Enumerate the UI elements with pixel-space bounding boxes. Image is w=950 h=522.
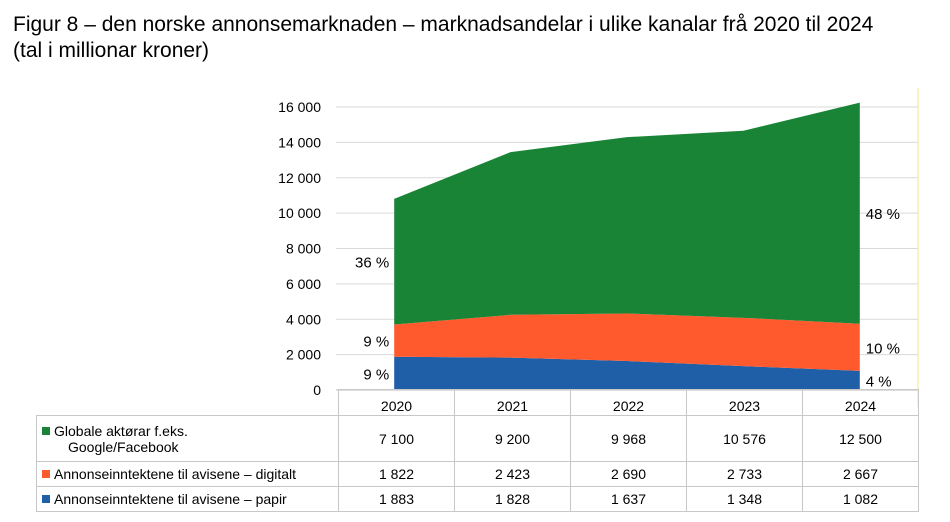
share-annotation: 48 % [866,206,900,223]
table-cell: 2 733 [686,461,803,487]
row-label: Annonseinntektene til avisene – papir [36,486,339,512]
row-label-text: Annonseinntektene til avisene – papir [54,491,287,507]
year-header: 2020 [338,389,455,416]
row-label-text: Annonseinntektene til avisene – digitalt [54,466,297,482]
table-cell: 1 637 [570,486,687,512]
area-series [394,313,860,371]
table-cell: 9 200 [454,415,571,462]
share-annotation: 9 % [363,366,389,383]
table-cell: 7 100 [338,415,455,462]
row-label: Globale aktørar f.eks. Google/Facebook [36,415,339,462]
year-header: 2022 [570,389,687,416]
y-tick-label: 12 000 [278,170,321,186]
year-header: 2024 [802,389,919,416]
table-row-digital: Annonseinntektene til avisene – digitalt… [36,461,919,487]
y-tick-label: 2 000 [286,347,321,363]
table-cell: 2 667 [802,461,919,487]
table-cell: 2 423 [454,461,571,487]
table-cell: 1 883 [338,486,455,512]
y-tick-label: 16 000 [278,99,321,115]
y-tick-label: 10 000 [278,205,321,221]
legend-swatch-digital [42,470,50,478]
row-label-line-1: Globale aktørar f.eks. [54,422,188,439]
table-cell: 1 828 [454,486,571,512]
table-cell: 12 500 [802,415,919,462]
y-tick-label: 14 000 [278,134,321,150]
share-annotation: 36 % [355,255,389,272]
legend-swatch-global [42,426,50,435]
y-tick-label: 8 000 [286,241,321,257]
area-series [394,356,860,390]
year-header: 2021 [454,389,571,416]
share-annotation: 9 % [363,334,389,351]
table-cell: 2 690 [570,461,687,487]
chart-title: Figur 8 – den norske annonsemarknaden – … [13,12,873,64]
year-header-row: 2020 2021 2022 2023 2024 [36,389,919,416]
y-tick-label: 4 000 [286,311,321,327]
legend-swatch-print [42,495,50,503]
share-annotation: 10 % [866,340,900,357]
year-header: 2023 [686,389,803,416]
table-cell: 9 968 [570,415,687,462]
row-label: Annonseinntektene til avisene – digitalt [36,461,339,487]
table-corner [36,389,339,416]
table-row-print: Annonseinntektene til avisene – papir 1 … [36,486,919,512]
table-cell: 1 082 [802,486,919,512]
table-cell: 10 576 [686,415,803,462]
share-annotation: 4 % [866,373,892,390]
table-cell: 1 348 [686,486,803,512]
data-table: 2020 2021 2022 2023 2024 Globale aktørar… [36,389,919,512]
area-series [394,102,860,325]
title-line-2: (tal i millionar kroner) [13,39,210,62]
title-line-1: Figur 8 – den norske annonsemarknaden – … [13,13,874,36]
row-label-line-2: Google/Facebook [68,438,179,455]
y-tick-label: 6 000 [286,276,321,292]
table-cell: 1 822 [338,461,455,487]
table-row-global: Globale aktørar f.eks. Google/Facebook 7… [36,415,919,462]
